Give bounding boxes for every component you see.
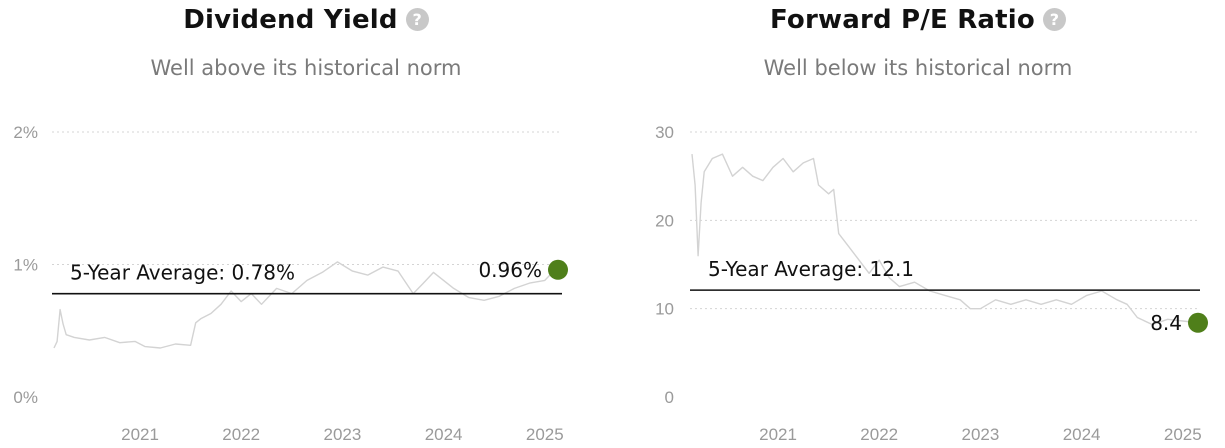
x-tick-label: 2021 [121, 425, 159, 444]
current-value-marker [1188, 312, 1208, 333]
y-tick-label: 0% [13, 388, 38, 407]
x-tick-label: 2023 [962, 425, 1000, 444]
y-tick-label: 30 [655, 123, 674, 142]
panel-subtitle: Well below its historical norm [763, 56, 1073, 80]
panel-title-text: Dividend Yield [183, 5, 398, 35]
question-circle-icon[interactable]: ? [1042, 8, 1066, 31]
current-value-marker [548, 259, 568, 280]
forward-pe-panel: Forward P/E Ratio? Well below its histor… [612, 0, 1224, 448]
x-tick-label: 2022 [860, 425, 898, 444]
series-line [691, 153, 1199, 326]
current-value-label: 0.96% [478, 258, 542, 282]
x-tick-label: 2021 [759, 425, 797, 444]
x-tick-label: 2022 [222, 425, 260, 444]
y-tick-label: 1% [13, 256, 38, 275]
panel-subtitle: Well above its historical norm [150, 56, 462, 80]
dividend-yield-chart: 0% 1% 2% 2021 2022 2023 2024 2025 5-Year Avera… [13, 123, 568, 444]
average-label: 5-Year Average: 12.1 [708, 257, 914, 281]
series-line [53, 261, 556, 349]
x-tick-label: 2025 [526, 425, 564, 444]
x-tick-label: 2024 [425, 425, 463, 444]
current-value-label: 8.4 [1150, 311, 1182, 335]
dividend-yield-panel: Dividend Yield? Well above its historica… [0, 0, 612, 448]
panel-title: Dividend Yield? [0, 5, 612, 35]
y-tick-label: 2% [13, 123, 38, 142]
x-tick-label: 2023 [324, 425, 362, 444]
panel-title: Forward P/E Ratio? [612, 5, 1224, 35]
forward-pe-chart: 0 10 20 30 2021 2022 2023 2024 2025 5-Year Aver… [655, 123, 1208, 444]
average-label: 5-Year Average: 0.78% [70, 261, 295, 285]
x-tick-label: 2025 [1164, 425, 1202, 444]
panel-title-text: Forward P/E Ratio [770, 5, 1035, 35]
y-tick-label: 10 [655, 300, 674, 319]
question-circle-icon[interactable]: ? [405, 8, 429, 31]
y-tick-label: 0 [665, 388, 674, 407]
x-tick-label: 2024 [1063, 425, 1101, 444]
y-tick-label: 20 [655, 211, 674, 230]
